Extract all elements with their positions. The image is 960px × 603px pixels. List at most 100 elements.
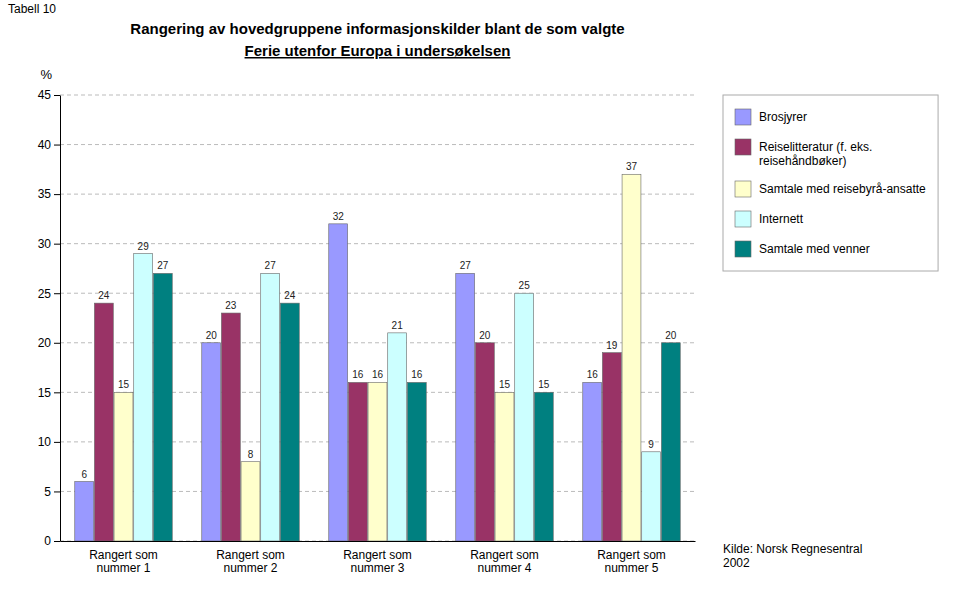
y-axis-line	[60, 96, 61, 542]
legend-item: Samtale med venner	[735, 241, 870, 257]
text-line: reisehåndbøker)	[759, 154, 846, 168]
bar-series	[114, 174, 641, 541]
bar	[75, 482, 94, 541]
y-tick-label: 30	[38, 237, 52, 251]
y-tick-label: 20	[38, 336, 52, 350]
y-tick-mark	[54, 194, 60, 195]
bar	[94, 303, 113, 541]
data-label: 16	[587, 369, 599, 380]
data-label: 9	[648, 439, 654, 450]
text-line: nummer 5	[604, 561, 658, 575]
y-tick-mark	[54, 244, 60, 245]
y-tick: 5	[44, 485, 60, 499]
y-tick: 20	[38, 336, 60, 350]
x-tick-label: Rangert somnummer 1	[89, 548, 158, 576]
bar	[280, 303, 299, 541]
text-line: Rangert som	[343, 548, 412, 562]
y-tick-mark	[54, 145, 60, 146]
data-label: 15	[499, 379, 511, 390]
y-tick-mark	[54, 95, 60, 96]
data-label: 8	[248, 449, 254, 460]
legend-item: Reiselitteratur (f. eks.reisehåndbøker)	[735, 139, 872, 168]
data-label: 15	[538, 379, 550, 390]
legend-item: Samtale med reisebyrå-ansatte	[735, 181, 926, 197]
legend-item: Brosjyrer	[735, 109, 807, 125]
data-label: 37	[626, 161, 638, 172]
text-line: nummer 2	[223, 561, 277, 575]
grid-line	[60, 144, 695, 145]
x-tick: Rangert somnummer 2	[216, 548, 285, 576]
legend-swatch	[735, 181, 751, 197]
y-tick-label: 35	[38, 187, 52, 201]
data-label: 23	[225, 300, 237, 311]
grid	[60, 95, 695, 541]
data-label: 19	[606, 340, 618, 351]
bar	[348, 382, 367, 541]
data-label: 24	[284, 290, 296, 301]
bar	[534, 392, 553, 541]
text-line: nummer 1	[96, 561, 150, 575]
data-label: 27	[157, 260, 169, 271]
data-label: 29	[138, 241, 150, 252]
bar	[407, 382, 426, 541]
grid-line	[60, 243, 695, 244]
bar	[134, 254, 153, 541]
legend-swatch	[735, 139, 751, 155]
text-line: Samtale med reisebyrå-ansatte	[759, 182, 926, 196]
y-tick: 15	[38, 386, 60, 400]
legend-swatch	[735, 241, 751, 257]
legend-label: Samtale med venner	[759, 242, 870, 256]
legend-swatch	[735, 109, 751, 125]
text-line: Reiselitteratur (f. eks.	[759, 140, 872, 154]
x-tick-label: Rangert somnummer 2	[216, 548, 285, 576]
annotation: Tabell 10	[8, 2, 56, 16]
data-labels: 6203227162423162019158161537292721259272…	[81, 161, 676, 479]
bar	[495, 392, 514, 541]
y-tick-mark	[54, 293, 60, 294]
data-label: 16	[411, 369, 423, 380]
y-tick-label: 40	[38, 138, 52, 152]
y-tick-mark	[54, 491, 60, 492]
legend: Brosjyrer Reiselitteratur (f. eks.reisehå…	[723, 95, 938, 271]
bar	[241, 462, 260, 541]
bar-series	[75, 224, 602, 541]
bar	[602, 353, 621, 541]
text-line: Rangert som	[470, 548, 539, 562]
y-tick: 0	[44, 534, 60, 548]
data-label: 27	[265, 260, 277, 271]
y-axis-label: %	[40, 67, 52, 82]
bar-series	[153, 273, 680, 541]
y-tick: 45	[38, 88, 60, 102]
legend-label: Brosjyrer	[759, 110, 807, 124]
y-tick-mark	[54, 541, 60, 542]
grid-line	[60, 194, 695, 195]
grid-line	[60, 95, 695, 96]
bar	[221, 313, 240, 541]
data-label: 16	[372, 369, 384, 380]
bar	[475, 343, 494, 541]
y-tick: 10	[38, 435, 60, 449]
data-label: 20	[206, 330, 218, 341]
x-tick-label: Rangert somnummer 5	[597, 548, 666, 576]
bar	[583, 382, 602, 541]
bar	[515, 293, 534, 541]
text-line: nummer 3	[350, 561, 404, 575]
y-tick-label: 5	[44, 485, 51, 499]
x-tick: Rangert somnummer 3	[343, 548, 412, 576]
data-label: 20	[479, 330, 491, 341]
legend-label: Reiselitteratur (f. eks.reisehåndbøker)	[759, 140, 872, 168]
text-line: nummer 4	[477, 561, 531, 575]
text-line: Tabell 10	[8, 2, 56, 16]
text-line: Internett	[759, 212, 804, 226]
y-tick: 25	[38, 287, 60, 301]
text-line: Brosjyrer	[759, 110, 807, 124]
legend-frame	[723, 95, 938, 271]
x-axis-line	[61, 541, 696, 542]
data-label: 32	[333, 211, 345, 222]
text-line: Rangert som	[216, 548, 285, 562]
y-tick-mark	[54, 442, 60, 443]
bar	[661, 343, 680, 541]
x-tick-label: Rangert somnummer 3	[343, 548, 412, 576]
title: Rangering av hovedgruppene informasjonsk…	[130, 20, 624, 37]
y-tick-label: 10	[38, 435, 52, 449]
